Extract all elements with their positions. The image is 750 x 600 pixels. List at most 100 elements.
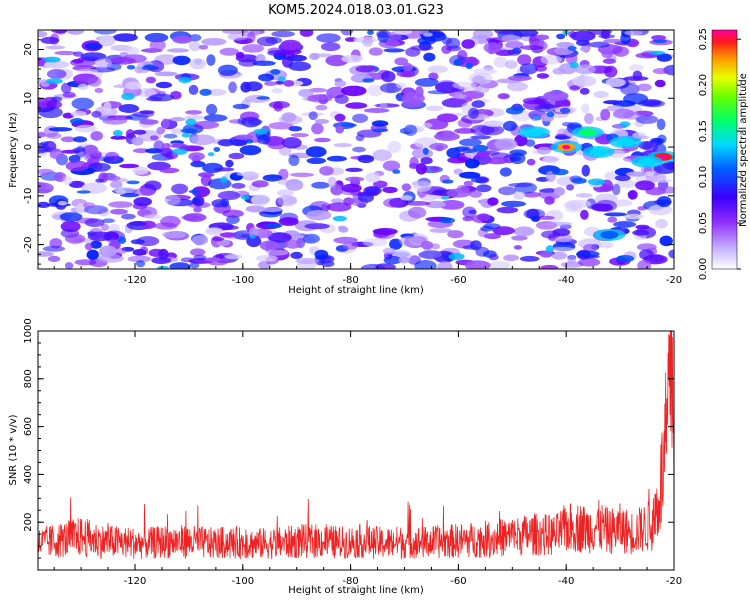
heatmap-texture [132,249,147,256]
heatmap-texture [371,120,389,127]
heatmap-texture [277,189,294,197]
heatmap-texture [540,54,562,65]
heatmap-texture [48,127,73,132]
heatmap-texture [278,114,303,125]
heatmap-texture [659,235,673,247]
heatmap-texture [620,32,631,45]
heatmap-texture [219,47,239,56]
heatmap-texture [77,68,98,74]
heatmap-texture [49,149,64,160]
heatmap-texture [271,88,283,94]
heatmap-texture [459,138,482,147]
heatmap-texture [494,30,516,35]
colorbar-ticks: 0.00 0.05 0.10 0.15 0.20 0.25 [698,28,741,280]
heatmap-texture [134,66,143,74]
heatmap-texture [588,41,611,48]
heatmap-texture [170,117,186,122]
snr-y-tick-label: 600 [23,417,34,436]
heatmap-texture [401,92,425,105]
heatmap-texture [514,134,528,147]
heatmap-texture [162,142,171,150]
heatmap-xlabel: Height of straight line (km) [288,285,424,296]
heatmap-texture [657,134,667,144]
heatmap-texture [656,186,674,194]
snr-x-tick-label: -60 [450,576,466,587]
heatmap-texture [469,240,482,251]
heatmap-texture [262,174,283,182]
heatmap-texture [632,229,650,236]
heatmap-texture [454,93,467,100]
heatmap-texture [46,100,63,109]
heatmap-texture [367,30,374,35]
heatmap-texture [382,247,396,255]
heatmap-texture [184,115,205,120]
heatmap-texture [372,149,392,161]
heatmap-texture [76,190,91,194]
heatmap-texture [607,216,618,223]
heatmap-texture [62,175,73,185]
snr-ylabel: SNR (10 * v/v) [8,414,19,485]
heatmap-texture [513,191,526,200]
heatmap-texture [69,118,85,125]
heatmap-texture [87,76,102,87]
heatmap-texture [126,180,140,185]
heatmap-texture [290,172,315,177]
heatmap-texture [373,180,388,189]
heatmap-texture [45,132,62,139]
heatmap-texture [110,135,127,140]
heatmap-texture [462,206,477,218]
heatmap-texture [188,41,201,52]
heatmap-texture [470,124,495,136]
heatmap-texture [372,128,389,133]
heatmap-texture [513,226,535,237]
heatmap-texture [237,117,248,126]
heatmap-texture [247,118,263,126]
heatmap-texture [217,225,239,231]
heatmap-texture [402,62,413,72]
heatmap-hotspot-peak [562,145,571,150]
heatmap-texture [465,62,474,70]
heatmap-texture [198,172,215,178]
heatmap-texture [43,56,61,63]
heatmap-texture [463,180,474,187]
heatmap-texture [382,160,401,172]
heatmap-texture [145,76,156,84]
heatmap-texture [125,46,140,55]
heatmap-texture [228,81,238,94]
heatmap-texture [509,156,522,162]
heatmap-texture [156,126,166,135]
heatmap-texture [259,240,279,251]
heatmap-texture [612,46,630,57]
heatmap-texture [161,118,170,129]
colorbar-gradient [711,29,738,270]
heatmap-texture [579,45,590,52]
heatmap-texture [72,147,85,152]
heatmap-texture [368,47,383,56]
heatmap-texture [270,69,281,75]
heatmap-texture [244,81,263,92]
heatmap-texture [172,148,188,155]
heatmap-texture [636,243,657,251]
heatmap-texture [242,44,265,53]
heatmap-texture [446,188,472,198]
heatmap-texture [459,171,481,179]
heatmap-texture [250,194,270,206]
heatmap-texture [72,59,84,64]
heatmap-texture [414,78,440,87]
heatmap-texture [362,238,388,247]
heatmap-texture [97,156,115,162]
heatmap-texture [341,85,367,97]
heatmap-texture [236,171,260,177]
heatmap-texture [654,79,666,88]
heatmap-texture [422,122,433,129]
heatmap-texture [66,30,85,35]
heatmap-texture [227,32,249,41]
heatmap-texture [355,65,375,73]
heatmap-texture [100,223,110,231]
heatmap-texture [452,81,477,90]
heatmap-texture [499,167,512,177]
heatmap-texture [476,184,492,193]
heatmap-texture [382,186,398,194]
heatmap-texture [306,210,332,221]
